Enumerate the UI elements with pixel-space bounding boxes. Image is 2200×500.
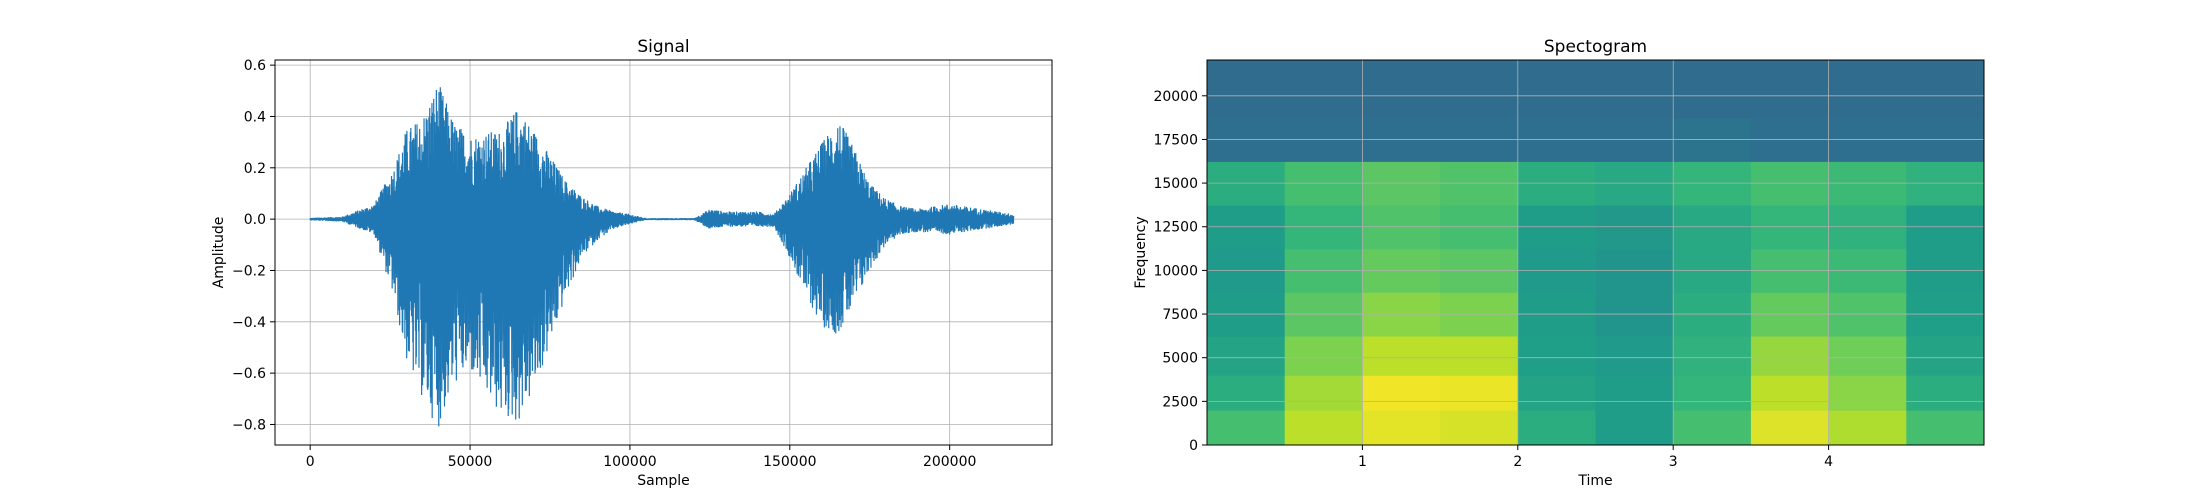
spectrogram-cell: [1595, 375, 1674, 411]
spectrogram-cell: [1673, 410, 1752, 445]
spectrogram-cell: [1828, 375, 1907, 411]
spectrogram-cell: [1906, 60, 1984, 119]
signal-x-label: Sample: [637, 473, 690, 489]
spectrogram-x-tick-label: 3: [1669, 454, 1678, 470]
spectrogram-cell: [1828, 60, 1907, 119]
spectrogram-cell: [1517, 375, 1597, 411]
spectrogram-x-tick-label: 1: [1358, 454, 1367, 470]
signal-plot-frame: [274, 59, 1053, 446]
spectrogram-cell: [1362, 335, 1441, 376]
spectrogram-cell: [1284, 375, 1363, 411]
spectrogram-y-tick-label: 10000: [1153, 263, 1198, 279]
spectrogram-y-tick-label: 20000: [1153, 89, 1198, 105]
signal-y-tick-label: 0.4: [244, 109, 266, 125]
spectrogram-y-tick-label: 15000: [1153, 176, 1198, 192]
signal-x-tick-label: 200000: [923, 454, 976, 470]
signal-x-tick-label: 0: [306, 454, 315, 470]
spectrogram-heatmap: [1207, 60, 1984, 445]
spectrogram-y-ticks: 0 2500 5000 7500 10000 12500 15000 17500 20000: [1153, 89, 1207, 454]
spectrogram-cell: [1440, 335, 1519, 376]
spectrogram-cell: [1362, 375, 1441, 411]
spectrogram-cell: [1750, 335, 1830, 376]
spectrogram-cell: [1207, 335, 1286, 376]
spectrogram-y-tick-label: 5000: [1162, 351, 1198, 367]
spectrogram-cell: [1517, 60, 1597, 119]
spectrogram-cell: [1673, 60, 1752, 119]
spectrogram-cell: [1284, 60, 1363, 119]
spectrogram-cell: [1207, 375, 1286, 411]
spectrogram-cell: [1750, 375, 1830, 411]
signal-x-ticks: 0 50000 100000 150000 200000: [306, 445, 976, 470]
spectrogram-x-tick-label: 2: [1513, 454, 1522, 470]
signal-y-tick-label: −0.2: [232, 263, 266, 279]
spectrogram-x-tick-label: 4: [1824, 454, 1833, 470]
spectrogram-y-tick-label: 7500: [1162, 307, 1198, 323]
signal-chart: 0 50000 100000 150000 200000 −0.8−0.6−0.4−0.…: [211, 37, 1053, 489]
signal-y-tick-label: −0.4: [232, 315, 266, 331]
signal-x-tick-label: 150000: [763, 454, 816, 470]
signal-y-tick-label: 0.2: [244, 161, 266, 177]
spectrogram-cell: [1517, 335, 1597, 376]
spectrogram-cell: [1673, 375, 1752, 411]
signal-y-tick-label: 0.0: [244, 212, 266, 228]
spectrogram-cell: [1906, 410, 1984, 445]
spectrogram-cell: [1595, 335, 1674, 376]
spectrogram-cell: [1284, 335, 1363, 376]
spectrogram-x-label: Time: [1577, 473, 1612, 489]
signal-title: Signal: [637, 37, 689, 57]
spectrogram-y-tick-label: 12500: [1153, 220, 1198, 236]
signal-y-ticks: −0.8 −0.6 −0.4 −0.2 0.0 0.2 0.4 0.6: [232, 58, 275, 433]
spectrogram-cell: [1284, 410, 1363, 445]
spectrogram-y-label: Frequency: [1133, 216, 1149, 288]
spectrogram-cell: [1750, 60, 1830, 119]
spectrogram-title: Spectogram: [1544, 37, 1647, 57]
spectrogram-x-ticks: 1 2 3 4: [1358, 445, 1833, 470]
spectrogram-cell: [1906, 375, 1984, 411]
spectrogram-cell: [1517, 410, 1597, 445]
spectrogram-cell: [1440, 410, 1519, 445]
spectrogram-cell: [1906, 335, 1984, 376]
signal-y-tick-label: 0.6: [244, 58, 266, 74]
spectrogram-cell: [1362, 60, 1441, 119]
spectrogram-y-tick-label: 0: [1189, 438, 1198, 454]
signal-y-label: Amplitude: [211, 217, 227, 289]
spectrogram-cell: [1828, 410, 1907, 445]
spectrogram-cell: [1595, 60, 1674, 119]
spectrogram-cell: [1595, 410, 1674, 445]
spectrogram-plot-frame: [1206, 59, 1985, 446]
spectrogram-cell: [1673, 335, 1752, 376]
signal-waveform: [309, 87, 1015, 427]
spectrogram-cell: [1750, 410, 1830, 445]
spectrogram-cell: [1828, 335, 1907, 376]
spectrogram-y-tick-label: 2500: [1162, 394, 1198, 410]
signal-y-tick-label: −0.6: [232, 366, 266, 382]
spectrogram-cell: [1440, 60, 1519, 119]
spectrogram-cell: [1207, 410, 1286, 445]
spectrogram-y-tick-label: 17500: [1153, 132, 1198, 148]
spectrogram-cell: [1362, 410, 1441, 445]
signal-x-tick-label: 50000: [448, 454, 493, 470]
spectrogram-cell: [1440, 375, 1519, 411]
spectrogram-cell: [1207, 60, 1286, 119]
spectrogram-chart: 1 2 3 4 0 2500 5000 7500 10000 12500 15000 17500 20…: [1133, 37, 1985, 489]
signal-y-tick-label: −0.8: [232, 417, 266, 433]
signal-x-tick-label: 100000: [603, 454, 656, 470]
